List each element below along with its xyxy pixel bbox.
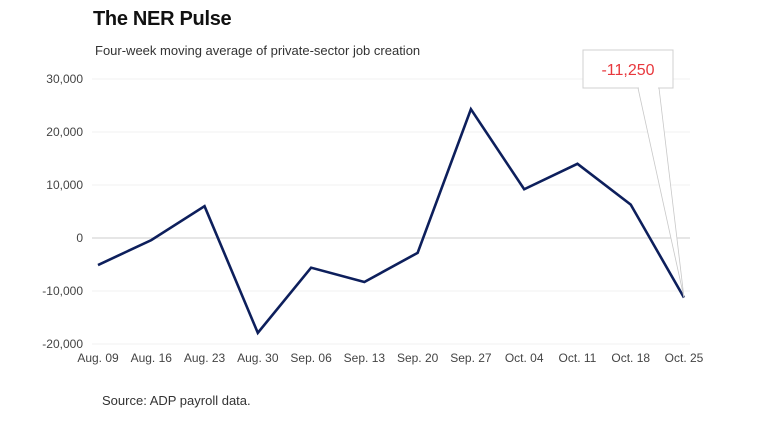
y-tick-label: 30,000 bbox=[46, 72, 83, 86]
y-tick-label: 0 bbox=[76, 231, 83, 245]
callout-label: -11,250 bbox=[601, 62, 654, 79]
x-tick-label: Aug. 16 bbox=[131, 351, 173, 365]
x-tick-label: Sep. 06 bbox=[290, 351, 332, 365]
x-tick-label: Oct. 04 bbox=[505, 351, 544, 365]
source-note: Source: ADP payroll data. bbox=[102, 393, 251, 408]
chart-subtitle: Four-week moving average of private-sect… bbox=[95, 43, 421, 58]
y-tick-label: 10,000 bbox=[46, 178, 83, 192]
callout-pointer bbox=[637, 87, 685, 298]
y-tick-label: -10,000 bbox=[42, 284, 83, 298]
x-tick-label: Oct. 25 bbox=[665, 351, 704, 365]
x-tick-label: Oct. 18 bbox=[611, 351, 650, 365]
callout-box bbox=[582, 49, 674, 89]
chart-title: The NER Pulse bbox=[93, 8, 232, 30]
x-tick-label: Aug. 30 bbox=[237, 351, 279, 365]
y-tick-label: -20,000 bbox=[42, 337, 83, 351]
x-tick-label: Oct. 11 bbox=[559, 351, 597, 365]
x-tick-label: Sep. 20 bbox=[397, 351, 439, 365]
series-line bbox=[97, 106, 686, 336]
x-tick-label: Sep. 13 bbox=[344, 351, 386, 365]
x-tick-label: Aug. 09 bbox=[77, 351, 119, 365]
x-tick-label: Aug. 23 bbox=[184, 351, 226, 365]
x-tick-label: Sep. 27 bbox=[450, 351, 492, 365]
y-tick-label: 20,000 bbox=[46, 125, 83, 139]
